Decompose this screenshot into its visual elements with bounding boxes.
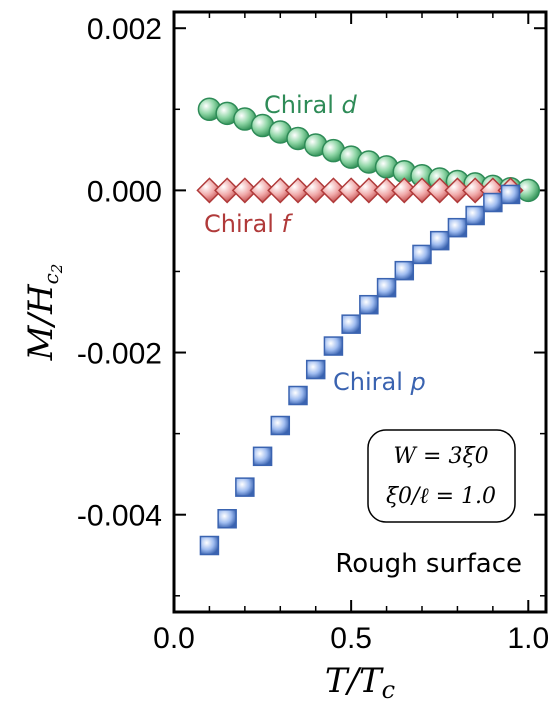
data-point-square xyxy=(394,260,415,281)
data-point-square xyxy=(288,385,308,406)
data-point-square xyxy=(376,277,397,298)
y-tick-label: 0.002 xyxy=(87,13,162,46)
series-label-chiral-p: Chiral p xyxy=(333,368,426,396)
data-point-square xyxy=(323,336,344,356)
data-point-square xyxy=(235,477,255,497)
series-label-chiral-f: Chiral f xyxy=(204,210,294,238)
axis-ticks xyxy=(173,12,546,612)
series-square xyxy=(199,184,521,556)
data-point-diamond xyxy=(320,177,347,204)
info-box-line-2: ξ0/ℓ = 1.0 xyxy=(386,484,496,509)
x-tick-label: 0.0 xyxy=(153,622,195,655)
plot-frame xyxy=(172,10,548,614)
data-point-square xyxy=(412,244,432,265)
x-axis-title-main: T/T xyxy=(325,661,384,701)
data-point-square xyxy=(429,230,450,251)
data-point-square xyxy=(305,359,326,380)
surface-label: Rough surface xyxy=(335,549,522,579)
x-tick-label: 1.0 xyxy=(507,622,549,655)
data-point-diamond xyxy=(444,177,471,204)
y-axis-title-subsub: 2 xyxy=(48,264,66,275)
y-tick-label: 0.000 xyxy=(87,175,162,208)
series-label-chiral-p-var: p xyxy=(410,368,426,396)
x-axis-title-sub: c xyxy=(382,676,395,704)
data-point-square xyxy=(500,184,521,205)
data-point-square xyxy=(447,217,468,238)
data-point-diamond xyxy=(355,177,382,204)
data-point-diamond xyxy=(391,177,418,204)
y-axis-title-sub: c xyxy=(39,273,63,284)
info-box-line-1: W = 3ξ0 xyxy=(393,444,488,469)
data-point-diamond xyxy=(214,177,241,204)
data-point-square xyxy=(252,446,273,467)
info-box xyxy=(367,429,516,523)
y-axis-title-main: M/H xyxy=(21,283,61,361)
series-label-chiral-d: Chiral d xyxy=(264,91,358,119)
data-point-diamond xyxy=(373,177,400,204)
data-point-diamond xyxy=(284,177,312,204)
series-label-chiral-d-var: d xyxy=(342,91,358,119)
data-point-diamond xyxy=(249,177,276,204)
y-tick-label: -0.002 xyxy=(77,338,162,371)
series-label-chiral-f-prefix: Chiral xyxy=(204,210,282,238)
series-diamond xyxy=(196,177,524,204)
data-point-square xyxy=(270,415,291,436)
data-point-diamond xyxy=(231,177,258,204)
data-point-square xyxy=(199,535,220,556)
data-point-square xyxy=(217,509,237,529)
y-tick-label: -0.004 xyxy=(77,500,162,533)
data-point-diamond xyxy=(462,177,489,204)
x-axis-title: T/Tc xyxy=(325,661,395,704)
series-label-chiral-p-prefix: Chiral xyxy=(333,368,411,396)
data-point-square xyxy=(483,192,503,213)
data-point-square xyxy=(465,205,485,226)
x-tick-label: 0.5 xyxy=(330,622,372,655)
axis-tick-labels: 0.0 0.5 1.0 0.002 0.000 -0.002 -0.004 xyxy=(77,13,549,655)
y-axis-title: M/Hc2 xyxy=(21,264,66,362)
series-label-chiral-d-prefix: Chiral xyxy=(264,91,342,119)
data-point-diamond xyxy=(196,177,223,204)
data-point-diamond xyxy=(408,177,436,204)
data-point-square xyxy=(341,314,361,334)
data-point-diamond xyxy=(267,177,294,204)
data-point-diamond xyxy=(426,177,453,204)
series-layer xyxy=(196,97,541,556)
data-point-square xyxy=(359,294,379,315)
data-point-diamond xyxy=(302,177,329,204)
series-label-chiral-f-var: f xyxy=(282,210,294,238)
data-point-diamond xyxy=(338,177,365,204)
